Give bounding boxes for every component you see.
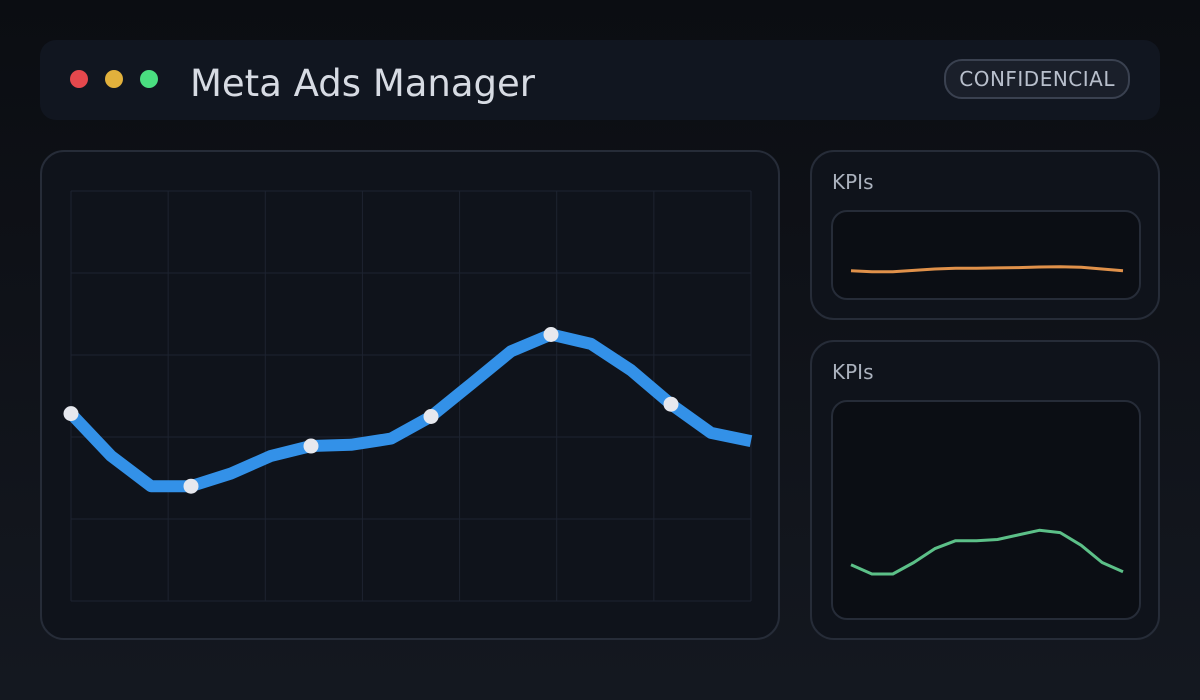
app-title: Meta Ads Manager	[190, 62, 535, 105]
main-line-chart	[63, 190, 753, 602]
data-point-marker	[63, 406, 79, 422]
main-series-line	[66, 328, 753, 493]
kpi-orange-series-line	[850, 265, 1124, 274]
confidential-badge: CONFIDENCIAL	[944, 59, 1130, 99]
kpi-sparkline-box	[831, 400, 1141, 620]
kpi-green-series-line	[850, 528, 1124, 576]
kpi-sparkline-orange	[850, 265, 1124, 274]
kpi-panel-title: KPIs	[832, 170, 874, 194]
maximize-window-icon[interactable]	[140, 70, 158, 88]
data-point-marker	[423, 409, 439, 424]
kpi-sparkline-green	[850, 528, 1124, 576]
main-chart-panel	[40, 150, 780, 640]
data-point-marker	[543, 327, 559, 342]
data-point-marker	[303, 438, 319, 454]
kpi-panel-title: KPIs	[832, 360, 874, 384]
kpi-sparkline-box	[831, 210, 1141, 300]
kpi-panel-bottom: KPIs	[810, 340, 1160, 640]
title-bar: Meta Ads Manager CONFIDENCIAL	[40, 40, 1160, 120]
kpi-panel-top: KPIs	[810, 150, 1160, 320]
data-point-marker	[183, 478, 199, 494]
minimize-window-icon[interactable]	[105, 70, 123, 88]
data-point-marker	[663, 396, 679, 412]
close-window-icon[interactable]	[70, 70, 88, 88]
